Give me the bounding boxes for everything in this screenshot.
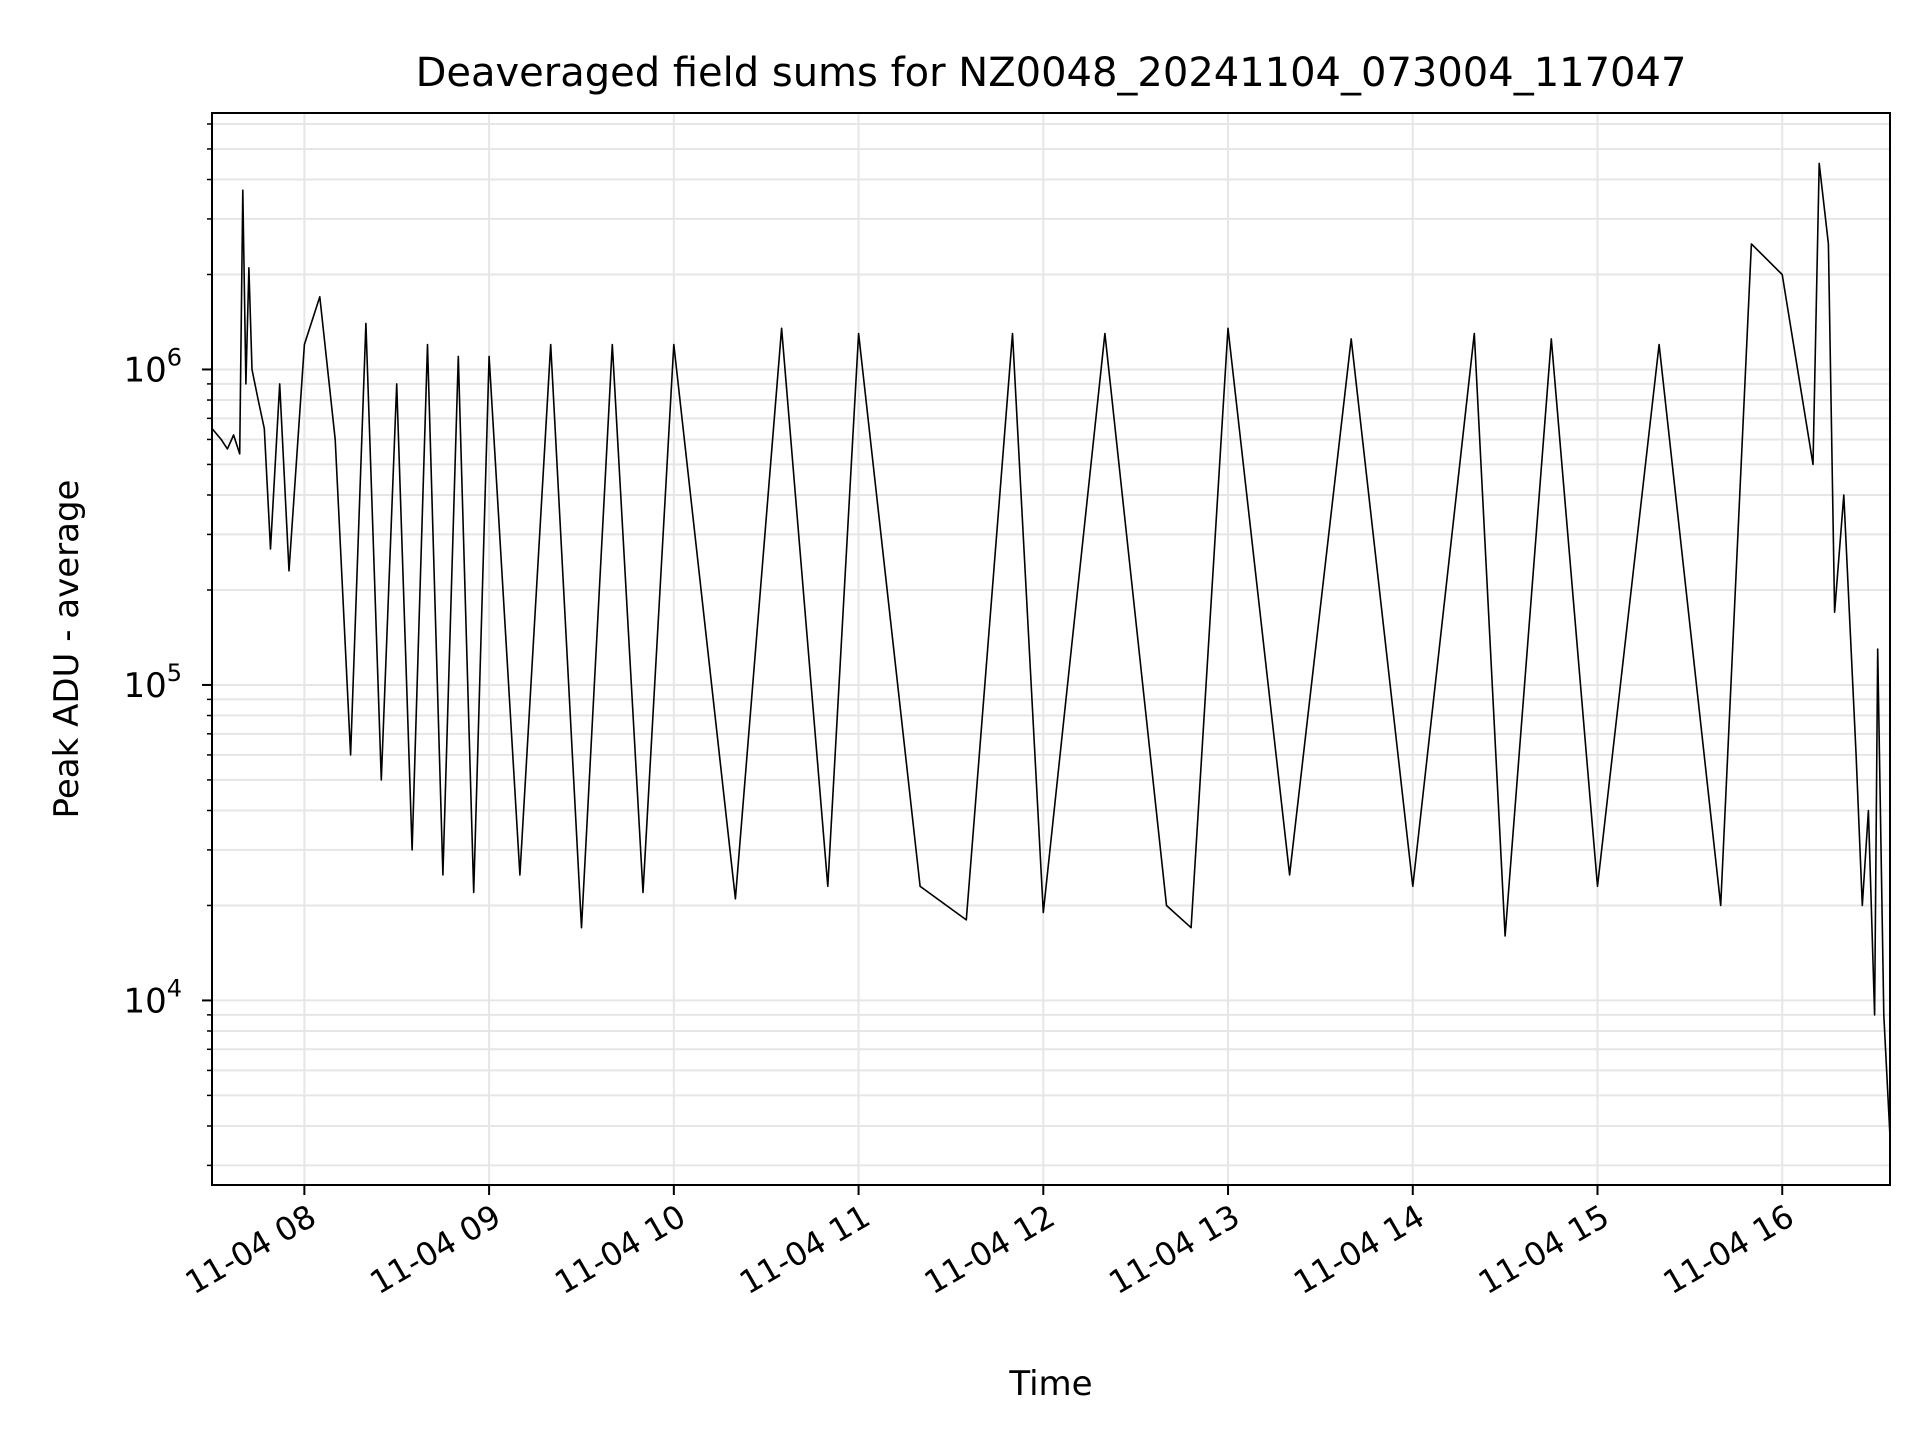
y-tick-label: 106 [123, 343, 182, 390]
data-layer [211, 162, 1891, 1137]
chart-title: Deaveraged field sums for NZ0048_2024110… [416, 50, 1687, 96]
plot-frame [211, 112, 1891, 1186]
y-tick-label: 105 [123, 659, 182, 706]
y-tick-label: 104 [123, 974, 182, 1021]
y-axis-label: Peak ADU - average [47, 480, 87, 819]
x-axis-label: Time [1008, 1364, 1092, 1404]
series-line [211, 162, 1891, 1137]
